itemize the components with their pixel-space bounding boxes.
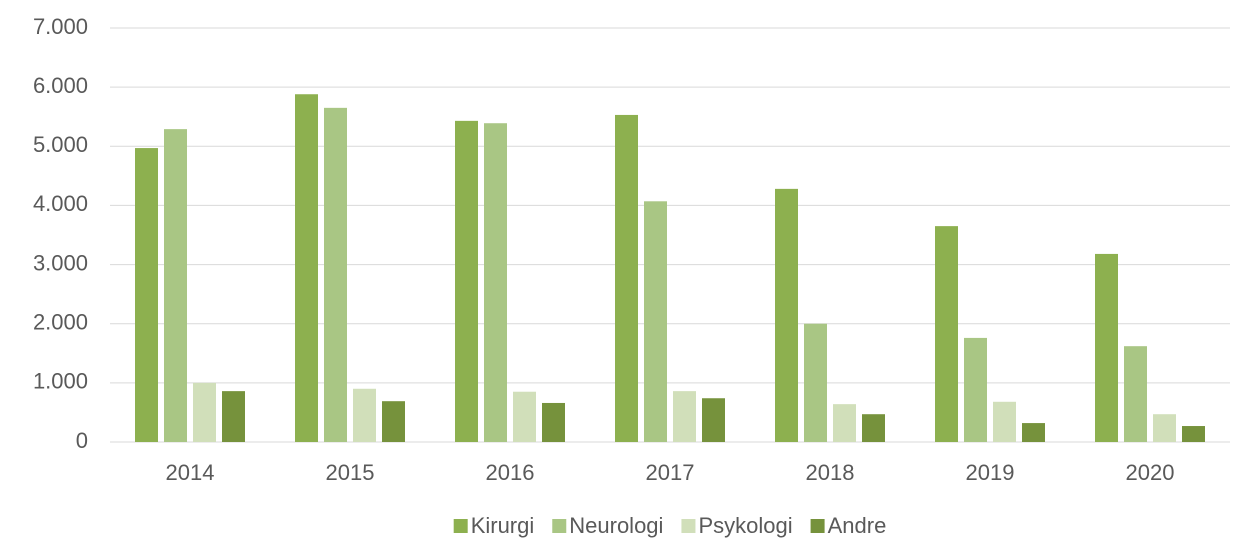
legend-swatch xyxy=(552,519,567,533)
bar xyxy=(222,391,245,442)
bar xyxy=(135,148,158,442)
bar xyxy=(484,123,507,442)
legend-label: Kirurgi xyxy=(471,513,535,538)
y-tick-label: 0 xyxy=(76,428,88,453)
y-tick-label: 5.000 xyxy=(33,132,88,157)
bar xyxy=(862,414,885,442)
y-tick-label: 6.000 xyxy=(33,73,88,98)
legend-swatch xyxy=(453,519,468,533)
bar xyxy=(1022,423,1045,442)
bar xyxy=(382,401,405,442)
bar xyxy=(324,107,347,442)
bar xyxy=(1153,414,1176,442)
y-tick-label: 3.000 xyxy=(33,250,88,275)
legend-swatch xyxy=(810,519,825,533)
y-tick-label: 7.000 xyxy=(33,14,88,39)
bar xyxy=(935,226,958,442)
bar xyxy=(295,94,318,443)
bar xyxy=(455,120,478,443)
x-tick-label: 2015 xyxy=(326,460,375,485)
bar xyxy=(615,114,638,442)
bar xyxy=(964,337,987,442)
bar xyxy=(775,188,798,442)
bar xyxy=(542,402,565,442)
x-tick-label: 2016 xyxy=(486,460,535,485)
bar xyxy=(353,388,376,442)
bar xyxy=(1124,346,1147,442)
bar xyxy=(164,129,187,443)
bar xyxy=(702,398,725,442)
legend-label: Psykologi xyxy=(698,513,792,538)
x-tick-label: 2018 xyxy=(806,460,855,485)
y-tick-label: 4.000 xyxy=(33,191,88,216)
legend-label: Neurologi xyxy=(569,513,663,538)
bar xyxy=(673,391,696,442)
bar xyxy=(193,382,216,442)
legend-swatch xyxy=(681,519,696,533)
x-tick-label: 2020 xyxy=(1126,460,1175,485)
y-tick-label: 1.000 xyxy=(33,369,88,394)
bar xyxy=(993,401,1016,442)
bar xyxy=(804,323,827,442)
y-tick-label: 2.000 xyxy=(33,310,88,335)
x-tick-label: 2017 xyxy=(646,460,695,485)
bar xyxy=(644,201,667,442)
x-tick-label: 2019 xyxy=(966,460,1015,485)
bar xyxy=(1182,426,1205,442)
x-tick-label: 2014 xyxy=(166,460,215,485)
legend-label: Andre xyxy=(828,513,887,538)
bar xyxy=(513,391,536,442)
bar xyxy=(833,404,856,442)
bar xyxy=(1095,253,1118,442)
